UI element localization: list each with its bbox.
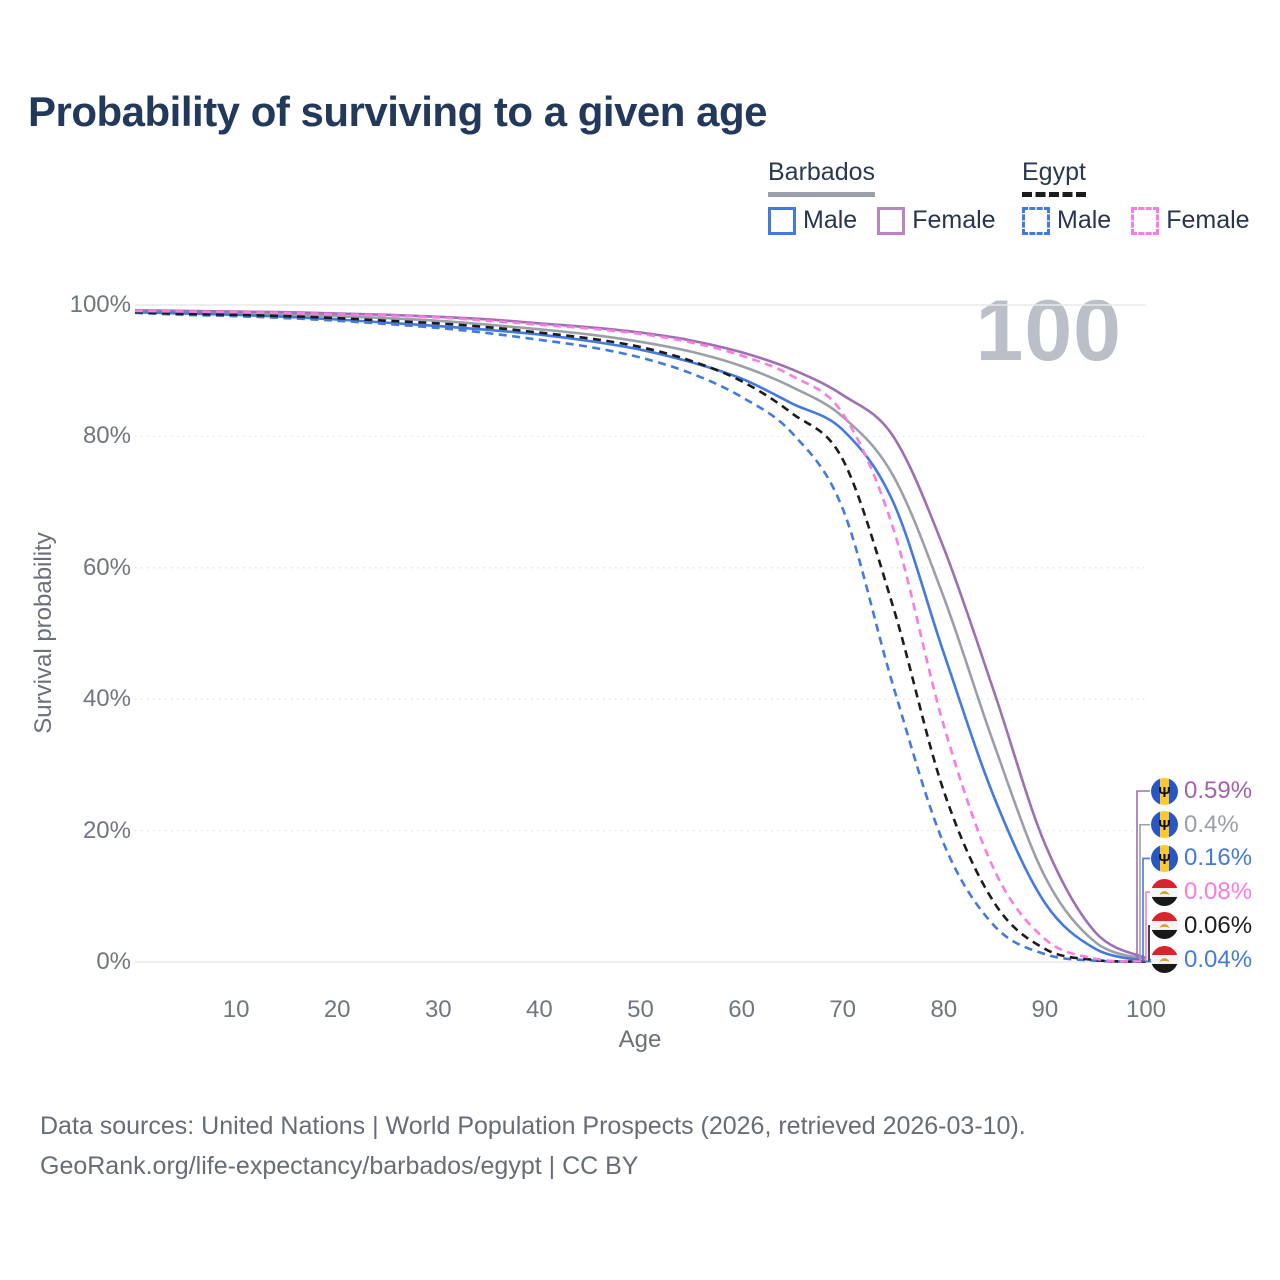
y-tick-0: 0%	[96, 948, 131, 975]
series-end-label-egypt-male: 0.04%	[1151, 946, 1252, 974]
legend-item-barbados-female[interactable]: Female	[877, 206, 996, 235]
svg-text:Ψ: Ψ	[1158, 817, 1170, 834]
egypt-flag-icon	[1151, 878, 1178, 906]
end-value-label: 0.04%	[1184, 945, 1253, 973]
x-tick-30: 30	[424, 996, 452, 1023]
footer: Data sources: United Nations | World Pop…	[40, 1106, 1026, 1186]
end-value-label: 0.16%	[1184, 844, 1253, 872]
legend-group-barbados: Barbados Male Female	[768, 158, 1016, 235]
series-line-barbados-female	[134, 308, 1147, 960]
series-end-label-egypt-both-sexes: 0.06%	[1151, 912, 1252, 940]
legend-swatch-egypt-male	[1022, 206, 1050, 235]
svg-text:Ψ: Ψ	[1158, 783, 1170, 800]
series-line-barbados-both-sexes	[134, 310, 1147, 961]
x-tick-80: 80	[930, 996, 958, 1023]
y-tick-20: 20%	[82, 816, 131, 844]
legend-group-egypt: Egypt Male Female	[1022, 158, 1270, 235]
x-axis-title: Age	[618, 1026, 662, 1053]
y-tick-80: 80%	[82, 422, 131, 450]
legend-label: Female	[1166, 206, 1250, 234]
x-tick-20: 20	[323, 996, 351, 1023]
page-title: Probability of surviving to a given age	[28, 88, 767, 135]
series-end-label-barbados-both-sexes: Ψ 0.4%	[1151, 811, 1239, 839]
series-end-label-barbados-female: Ψ 0.59%	[1151, 777, 1252, 805]
series-line-egypt-male	[134, 311, 1147, 964]
y-tick-100: 100%	[69, 291, 131, 318]
end-value-label: 0.59%	[1184, 777, 1253, 804]
footer-attribution: GeoRank.org/life-expectancy/barbados/egy…	[40, 1152, 639, 1180]
x-tick-100: 100	[1125, 996, 1167, 1023]
legend-item-barbados-male[interactable]: Male	[768, 206, 857, 235]
series-line-egypt-female	[134, 309, 1147, 963]
barbados-flag-icon: Ψ	[1151, 777, 1178, 805]
legend-item-egypt-male[interactable]: Male	[1022, 206, 1111, 235]
barbados-flag-icon: Ψ	[1151, 811, 1178, 839]
x-tick-90: 90	[1031, 996, 1059, 1023]
legend-label: Female	[912, 206, 996, 234]
legend-swatch-barbados-female	[877, 206, 906, 235]
barbados-flag-icon: Ψ	[1151, 844, 1178, 872]
end-value-label: 0.4%	[1184, 810, 1239, 838]
legend-group-title-egypt: Egypt	[1022, 158, 1086, 197]
leader-line-barbados-male	[1142, 857, 1150, 962]
legend-swatch-egypt-female	[1131, 206, 1160, 235]
legend-group-title-barbados: Barbados	[768, 158, 876, 197]
series-end-label-egypt-female: 0.08%	[1151, 878, 1252, 906]
legend-swatch-barbados-male	[768, 206, 796, 235]
egypt-flag-icon	[1151, 912, 1178, 940]
watermark-age: 100	[975, 283, 1122, 379]
footer-data-sources: Data sources: United Nations | World Pop…	[40, 1112, 1026, 1140]
y-tick-60: 60%	[82, 553, 131, 581]
x-tick-70: 70	[829, 996, 857, 1023]
svg-text:Ψ: Ψ	[1158, 851, 1170, 868]
series-end-label-barbados-male: Ψ 0.16%	[1151, 844, 1252, 872]
legend-label: Male	[803, 206, 858, 234]
leader-line-egypt-female	[1145, 891, 1150, 962]
leader-line-barbados-female	[1136, 790, 1150, 959]
legend-label: Male	[1057, 206, 1112, 234]
x-tick-50: 50	[627, 996, 654, 1023]
series-line-egypt-both-sexes	[134, 310, 1147, 963]
x-tick-60: 60	[728, 996, 755, 1023]
x-tick-10: 10	[222, 996, 250, 1023]
series-line-barbados-male	[134, 310, 1147, 963]
legend-item-egypt-female[interactable]: Female	[1131, 206, 1250, 235]
egypt-flag-icon	[1151, 946, 1178, 974]
y-tick-40: 40%	[82, 685, 131, 713]
x-tick-40: 40	[526, 996, 553, 1023]
end-value-label: 0.08%	[1184, 878, 1253, 906]
end-value-label: 0.06%	[1184, 911, 1253, 939]
